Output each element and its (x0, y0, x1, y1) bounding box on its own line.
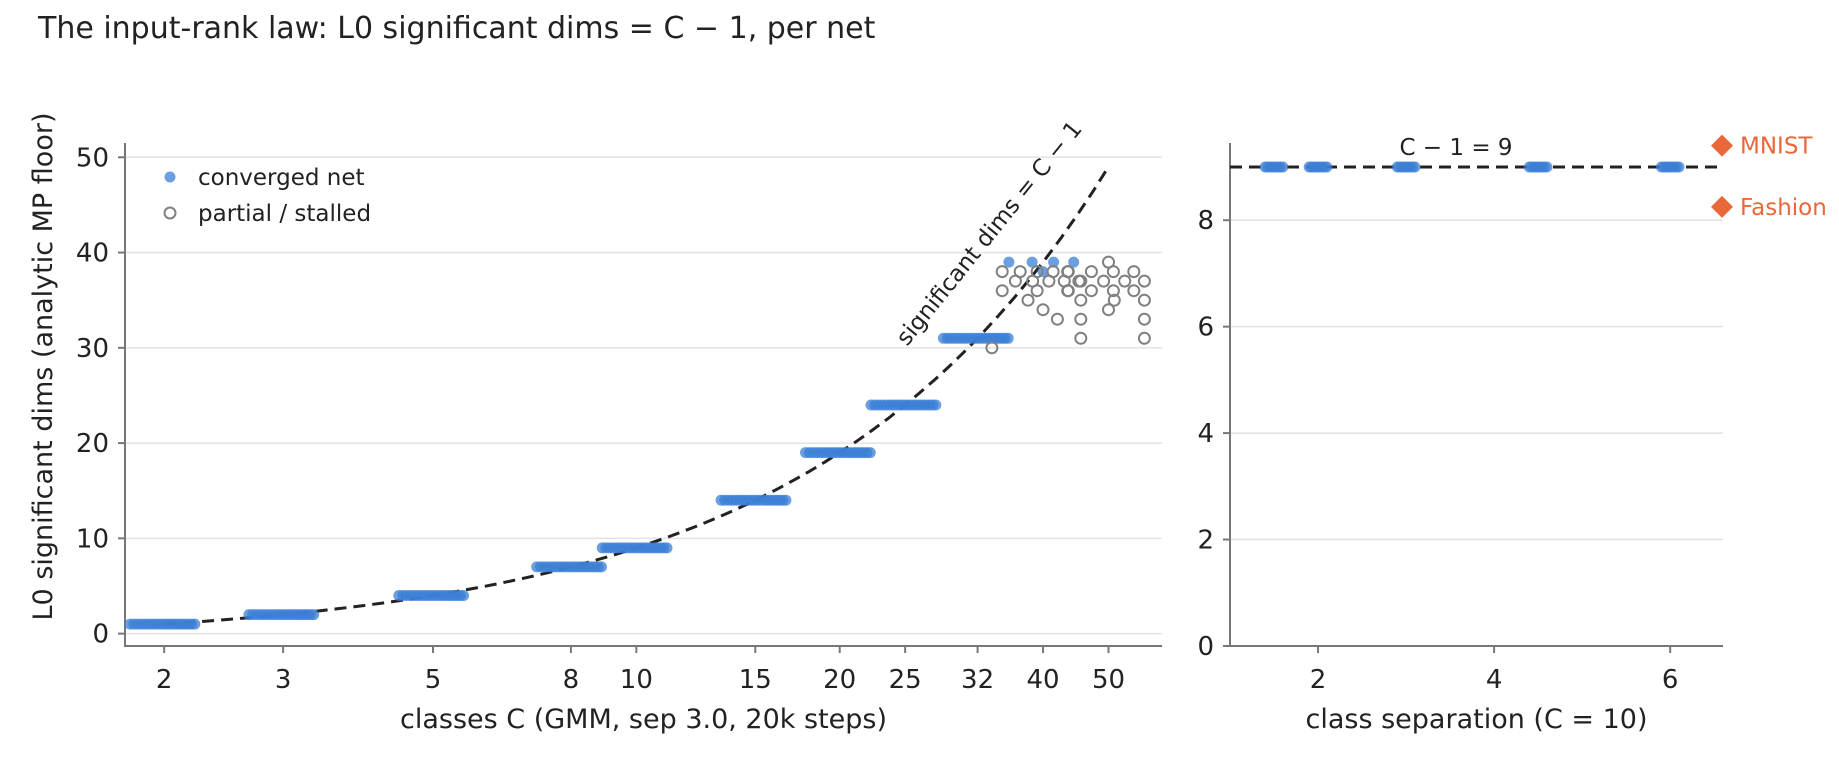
point-partial (1118, 274, 1132, 288)
point-partial (1074, 293, 1088, 307)
tick-label-x: 32 (961, 665, 994, 695)
legend-marker-partial (163, 206, 177, 220)
point-converged (458, 590, 470, 601)
reference-label-mnist: MNIST (1740, 134, 1813, 160)
point-converged (864, 447, 876, 459)
tick-label-y: 2 (1197, 526, 1214, 556)
point-partial (1106, 284, 1120, 298)
point-partial (1008, 274, 1022, 288)
point-converged (1541, 161, 1553, 173)
right-panel: 0 2 4 6 8 2 4 6 class separation (C = 10) C − 1 =… (1197, 134, 1826, 735)
point-partial (1084, 265, 1098, 279)
y-axis-label: L0 significant dims (analytic MP floor) (28, 113, 59, 621)
point-partial (1061, 284, 1075, 298)
tick-label-y: 0 (92, 620, 109, 650)
point-partial (1137, 293, 1151, 307)
x-axis-label: classes C (GMM, sep 3.0, 20k steps) (400, 704, 887, 735)
point-partial (985, 341, 999, 355)
tick-label-y: 10 (76, 524, 109, 554)
point-converged (1002, 332, 1014, 344)
point-converged (189, 618, 201, 630)
point-converged (661, 542, 673, 554)
point-converged (1068, 256, 1080, 268)
reference-marker-mnist (1711, 134, 1733, 157)
tick-label-x: 40 (1026, 665, 1059, 695)
tick-label-x: 6 (1662, 665, 1679, 695)
point-partial (1137, 331, 1151, 345)
left-panel: 0 10 20 30 40 50 2 3 5 8 10 15 20 25 32 40 50 classes C (… (28, 113, 1162, 735)
legend-label-converged: converged net (198, 165, 365, 191)
point-converged (1321, 161, 1333, 173)
point-converged (1003, 256, 1015, 268)
point-converged (1026, 256, 1038, 268)
tick-label-x: 15 (739, 665, 772, 695)
point-converged (1409, 161, 1421, 173)
tick-label-x: 25 (889, 665, 922, 695)
point-partial (1097, 274, 1111, 288)
point-partial (1050, 312, 1064, 326)
axis-lines (124, 143, 1162, 647)
point-partial (1061, 265, 1075, 279)
tick-label-y: 0 (1197, 632, 1214, 662)
legend-marker-converged (164, 171, 176, 183)
point-partial (1021, 293, 1035, 307)
point-partial (995, 284, 1009, 298)
tick-label-y: 30 (76, 334, 109, 364)
point-partial (1074, 331, 1088, 345)
tick-label-x: 50 (1092, 665, 1125, 695)
tick-label-x: 4 (1486, 665, 1503, 695)
point-partial (1102, 303, 1115, 317)
tick-label-y: 6 (1197, 313, 1214, 343)
law-line-c-minus-1 (164, 165, 1110, 626)
point-partial (995, 265, 1009, 279)
reference-marker-fashion (1711, 195, 1733, 218)
point-converged (1277, 161, 1289, 173)
point-partial (1107, 293, 1121, 307)
tick-label-x: 8 (563, 665, 580, 695)
point-converged (308, 609, 320, 621)
point-converged (930, 399, 942, 411)
tick-label-x: 2 (1310, 665, 1327, 695)
legend-label-partial: partial / stalled (198, 201, 371, 227)
tick-label-y: 40 (76, 239, 109, 269)
point-partial (1084, 284, 1098, 298)
point-partial (1137, 274, 1151, 288)
reference-line-label: C − 1 = 9 (1399, 135, 1512, 161)
point-partial (1036, 303, 1050, 317)
point-partial (1074, 274, 1088, 288)
tick-label-x: 5 (425, 665, 442, 695)
tick-label-y: 8 (1197, 206, 1214, 236)
point-partial (1074, 312, 1088, 326)
tick-label-x: 2 (156, 665, 173, 695)
chart-title: The input-rank law: L0 significant dims … (37, 11, 876, 46)
point-partial (1127, 265, 1141, 279)
tick-label-x: 10 (620, 665, 653, 695)
tick-label-y: 50 (76, 143, 109, 173)
point-converged (1673, 161, 1685, 173)
point-converged (780, 494, 792, 506)
tick-label-x: 20 (823, 665, 856, 695)
tick-label-y: 4 (1197, 419, 1214, 449)
axis-lines (1229, 143, 1723, 647)
point-converged (596, 561, 607, 573)
point-partial (1042, 274, 1056, 288)
point-converged (1048, 256, 1060, 268)
tick-label-x: 3 (275, 665, 292, 695)
point-partial (1127, 284, 1141, 298)
tick-label-y: 20 (76, 429, 109, 459)
law-line-label: significant dims = C − 1 (892, 117, 1088, 351)
reference-label-fashion: Fashion (1740, 195, 1827, 221)
point-partial (1030, 284, 1044, 298)
point-partial (1137, 312, 1151, 326)
point-partial (1106, 265, 1120, 279)
x-axis-label: class separation (C = 10) (1306, 704, 1648, 735)
